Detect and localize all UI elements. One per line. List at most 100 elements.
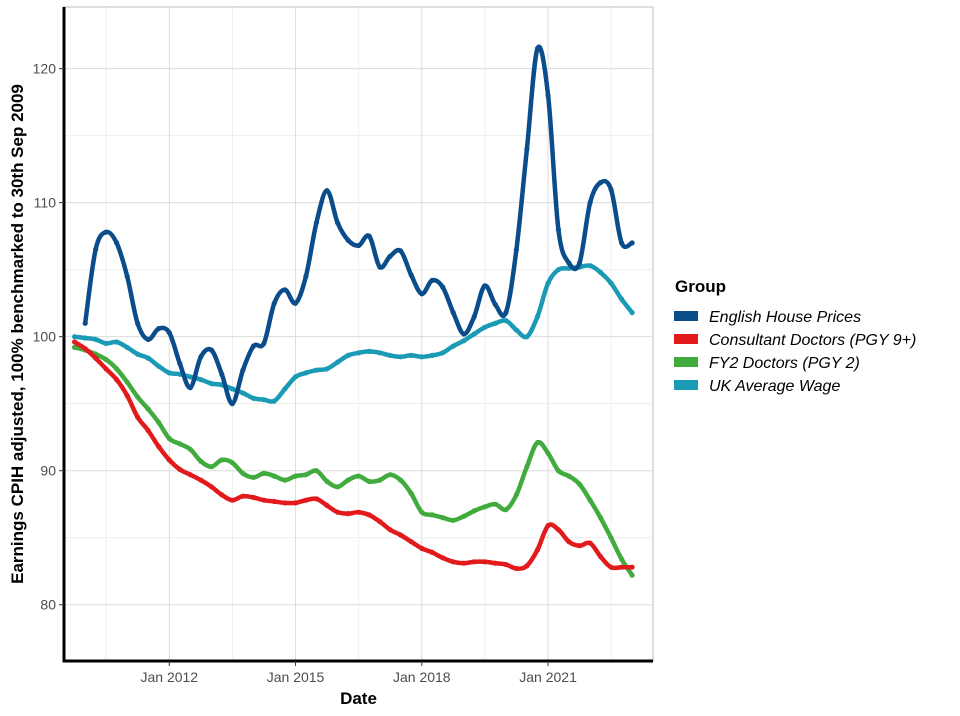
data-point [597, 180, 604, 186]
data-point [145, 406, 151, 412]
data-point [261, 470, 267, 476]
y-axis-title: Earnings CPIH adjusted, 100% benchmarked… [8, 84, 27, 584]
data-point [366, 348, 372, 354]
data-point [513, 492, 520, 498]
data-point [419, 354, 425, 360]
data-point [240, 367, 246, 373]
axis-ticks: 80 90 100 110 120 Jan 2012 Jan 2015 Jan 2018 Jan… [33, 61, 577, 685]
data-point [429, 277, 435, 283]
data-point [219, 492, 225, 498]
data-point [240, 493, 246, 499]
data-point [271, 498, 277, 505]
data-point [555, 267, 562, 273]
data-point [576, 260, 583, 266]
data-point [177, 466, 183, 472]
data-point [124, 393, 130, 399]
data-point [387, 527, 393, 533]
series-lines [72, 44, 635, 578]
data-point [440, 515, 446, 521]
series-group [72, 339, 635, 572]
data-point [114, 339, 120, 345]
data-point [597, 269, 604, 275]
data-point [482, 324, 488, 330]
data-point [82, 346, 88, 352]
x-tick-label: Jan 2012 [140, 669, 198, 685]
data-point [219, 457, 225, 463]
data-point [503, 507, 509, 513]
data-point [229, 460, 235, 466]
data-point [335, 359, 341, 365]
data-point [534, 314, 541, 320]
data-point [471, 314, 477, 320]
data-point [229, 386, 235, 392]
data-point [534, 45, 541, 52]
data-point [471, 559, 477, 565]
data-point [229, 497, 235, 503]
data-point [303, 273, 309, 279]
data-point [345, 237, 351, 243]
data-point [271, 473, 277, 479]
data-point [482, 283, 488, 289]
data-point [345, 477, 351, 483]
data-point [208, 464, 215, 470]
y-tick-label: 110 [34, 195, 57, 211]
data-point [398, 477, 404, 483]
data-point [429, 549, 435, 556]
data-point [187, 385, 193, 391]
data-point [608, 535, 614, 541]
series-group [72, 263, 635, 404]
data-point [187, 472, 193, 478]
data-point [208, 347, 215, 353]
data-point [335, 484, 341, 490]
data-point [366, 233, 372, 239]
data-point [545, 92, 551, 99]
data-point [114, 377, 120, 383]
data-point [629, 310, 635, 316]
data-point [461, 338, 467, 344]
x-tick-label: Jan 2015 [267, 669, 325, 685]
data-point [408, 272, 414, 278]
data-point [313, 496, 319, 502]
data-point [555, 527, 562, 533]
data-point [72, 334, 78, 340]
data-point [103, 356, 109, 363]
data-point [156, 419, 162, 426]
data-point [135, 414, 141, 420]
data-point [177, 360, 183, 367]
data-point [145, 427, 151, 434]
data-point [387, 352, 393, 358]
data-point [135, 320, 141, 326]
data-point [461, 331, 467, 337]
data-point [356, 242, 362, 249]
data-point [313, 220, 319, 226]
data-point [429, 512, 435, 518]
data-point [566, 260, 572, 266]
data-point [166, 370, 172, 376]
data-point [450, 310, 456, 316]
data-point [156, 363, 162, 369]
data-point [356, 350, 362, 356]
legend-key [674, 334, 698, 344]
data-point [398, 248, 404, 254]
data-point [608, 564, 614, 570]
data-point [513, 565, 520, 572]
legend-items: English House Prices Consultant Doctors (… [674, 309, 916, 395]
y-tick-label: 100 [33, 329, 57, 345]
data-point [282, 386, 288, 392]
data-point [461, 513, 467, 519]
legend-key [674, 311, 698, 321]
data-point [198, 377, 204, 383]
series-line [82, 44, 635, 406]
data-point [324, 502, 330, 509]
legend-item: UK Average Wage [674, 378, 840, 395]
data-point [419, 545, 425, 552]
data-point [335, 220, 341, 226]
legend-key [674, 357, 698, 367]
data-point [524, 334, 530, 340]
data-point [482, 559, 488, 565]
data-point [145, 355, 151, 361]
data-point [429, 352, 435, 358]
data-point [324, 188, 330, 194]
data-point [545, 450, 551, 456]
